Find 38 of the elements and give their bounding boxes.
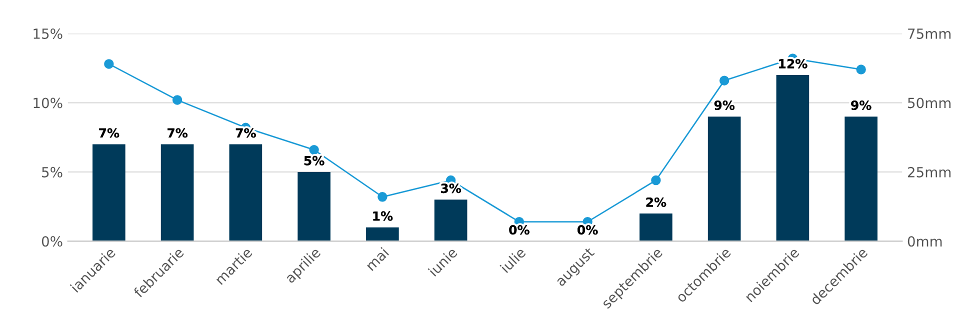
- bar: [366, 227, 399, 242]
- data-label: 9%: [851, 100, 872, 110]
- y2-tick-label: 75mm: [908, 28, 951, 39]
- data-label: 9%: [714, 100, 735, 110]
- data-label: 7%: [168, 128, 188, 138]
- bar: [229, 144, 262, 242]
- data-label: 0%: [578, 225, 598, 235]
- data-label: 1%: [373, 211, 393, 221]
- data-label: 3%: [441, 184, 462, 194]
- bar: [776, 75, 810, 242]
- y-tick-label: 10%: [34, 98, 62, 108]
- bar: [640, 214, 672, 242]
- bar: [160, 144, 194, 242]
- x-tick-label: iulie: [500, 246, 526, 274]
- y2-tick-label: 0mm: [908, 236, 942, 247]
- bar: [298, 172, 330, 242]
- data-label: 7%: [99, 128, 120, 138]
- y2-tick-label: 25mm: [908, 166, 951, 178]
- data-label: 0%: [509, 225, 530, 235]
- data-label: 2%: [646, 197, 666, 207]
- bar: [92, 144, 126, 242]
- data-label: 12%: [779, 58, 808, 68]
- y-tick-label: 5%: [42, 166, 62, 178]
- point: [719, 76, 730, 86]
- point: [651, 175, 661, 186]
- bar: [434, 200, 468, 242]
- point: [104, 59, 114, 69]
- y-tick-label: 15%: [34, 28, 62, 39]
- y2-tick-label: 50mm: [908, 98, 951, 108]
- bar: [844, 116, 878, 242]
- bar: [708, 116, 741, 242]
- data-label: 7%: [236, 128, 256, 138]
- point: [309, 144, 319, 155]
- point: [172, 95, 182, 105]
- point: [378, 192, 388, 202]
- point: [856, 64, 866, 74]
- y-tick-label: 0%: [42, 236, 62, 247]
- data-label: 5%: [304, 156, 324, 166]
